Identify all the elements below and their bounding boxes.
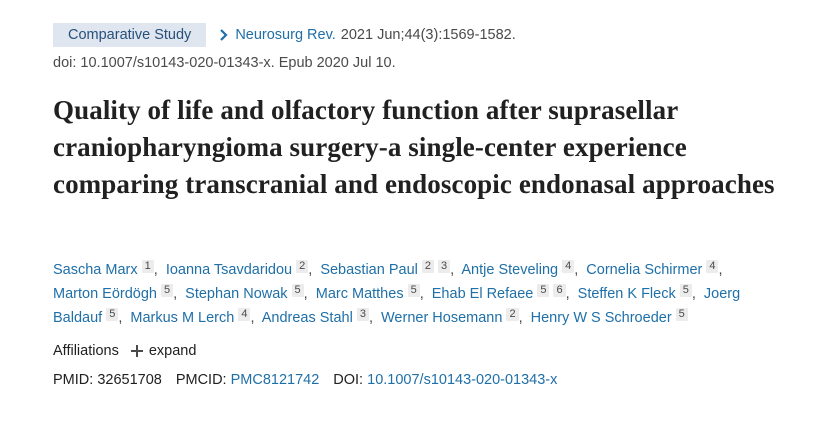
- identifiers-row: PMID: 32651708 PMCID: PMC8121742 DOI: 10…: [53, 372, 571, 388]
- author-separator: ,: [450, 262, 455, 278]
- affiliation-footnote[interactable]: 5: [675, 308, 688, 321]
- pmcid: PMCID: PMC8121742: [176, 372, 319, 388]
- affiliation-footnote[interactable]: 3: [356, 308, 369, 321]
- doi-link[interactable]: 10.1007/s10143-020-01343-x: [367, 372, 558, 388]
- affiliation-footnote[interactable]: 5: [537, 284, 550, 297]
- doi: DOI: 10.1007/s10143-020-01343-x: [333, 372, 557, 388]
- affiliation-footnote[interactable]: 4: [562, 260, 575, 273]
- author-separator: ,: [574, 262, 579, 278]
- citation-details: 2021 Jun;44(3):1569-1582.: [340, 26, 516, 43]
- expand-affiliations-button[interactable]: expand: [130, 343, 197, 359]
- chevron-right-icon: [220, 28, 228, 41]
- affiliation-footnote[interactable]: 5: [106, 308, 119, 321]
- affiliation-footnote[interactable]: 3: [437, 260, 451, 273]
- article-title: Quality of life and olfactory function a…: [53, 95, 775, 199]
- expand-label: expand: [148, 343, 197, 359]
- affiliation-footnote[interactable]: 4: [238, 308, 251, 321]
- affiliations-label: Affiliations: [53, 343, 119, 359]
- author-link[interactable]: Ioanna Tsavdaridou: [165, 262, 293, 278]
- affiliation-footnote[interactable]: 5: [679, 284, 692, 297]
- affiliations-row: Affiliations expand: [53, 343, 196, 359]
- pmid-value: 32651708: [97, 372, 162, 388]
- author-link[interactable]: Werner Hosemann: [381, 310, 503, 326]
- author-link[interactable]: Sebastian Paul: [320, 262, 418, 278]
- affiliation-footnote[interactable]: 4: [706, 260, 719, 273]
- author-link[interactable]: Sascha Marx: [53, 262, 138, 278]
- author-separator: ,: [118, 310, 123, 326]
- affiliation-footnote[interactable]: 2: [296, 260, 309, 273]
- citation-row: Comparative Study Neurosurg Rev. 2021 Ju…: [53, 22, 516, 47]
- author-link[interactable]: Antje Steveling: [461, 262, 559, 278]
- author-link[interactable]: Andreas Stahl: [261, 310, 353, 326]
- publication-type-badge: Comparative Study: [53, 22, 207, 47]
- author-separator: ,: [303, 286, 308, 302]
- author-separator: ,: [308, 262, 313, 278]
- plus-icon: [130, 345, 143, 357]
- author-link[interactable]: Stephan Nowak: [185, 286, 288, 302]
- author-separator: ,: [565, 286, 570, 302]
- author-separator: ,: [718, 262, 723, 278]
- journal-citation: Neurosurg Rev. 2021 Jun;44(3):1569-1582.: [219, 26, 516, 43]
- affiliation-footnote[interactable]: 2: [506, 308, 519, 321]
- author-link[interactable]: Cornelia Schirmer: [586, 262, 703, 278]
- author-link[interactable]: Ehab El Refaee: [431, 286, 534, 302]
- author-link[interactable]: Markus M Lerch: [130, 310, 235, 326]
- author-separator: ,: [518, 310, 523, 326]
- pmcid-link[interactable]: PMC8121742: [230, 372, 320, 388]
- author-link[interactable]: Steffen K Fleck: [577, 286, 676, 302]
- affiliation-footnote[interactable]: 5: [291, 284, 304, 297]
- pmcid-label: PMCID:: [175, 372, 227, 388]
- pmid: PMID: 32651708: [53, 372, 162, 388]
- affiliation-footnote[interactable]: 6: [553, 284, 566, 297]
- author-separator: ,: [368, 310, 373, 326]
- authors-list: Sascha Marx 1, Ioanna Tsavdaridou 2, Sebas…: [53, 258, 773, 330]
- author-separator: ,: [250, 310, 255, 326]
- affiliation-footnote[interactable]: 1: [141, 260, 154, 273]
- doi-label: DOI:: [333, 372, 364, 388]
- author-separator: ,: [691, 286, 696, 302]
- author-link[interactable]: Joerg Baldauf: [53, 286, 741, 326]
- author-link[interactable]: Marc Matthes: [315, 286, 404, 302]
- pmid-label: PMID:: [53, 372, 94, 388]
- author-link[interactable]: Marton Eördögh: [53, 286, 157, 302]
- affiliation-footnote[interactable]: 5: [160, 284, 174, 297]
- author-separator: ,: [419, 286, 424, 302]
- doi-epub-line: doi: 10.1007/s10143-020-01343-x. Epub 20…: [53, 55, 396, 71]
- affiliation-footnote[interactable]: 2: [421, 260, 434, 273]
- author-separator: ,: [173, 286, 178, 302]
- journal-link[interactable]: Neurosurg Rev.: [235, 26, 336, 43]
- author-separator: ,: [153, 262, 158, 278]
- author-link[interactable]: Henry W S Schroeder: [530, 310, 672, 326]
- affiliation-footnote[interactable]: 5: [407, 284, 420, 297]
